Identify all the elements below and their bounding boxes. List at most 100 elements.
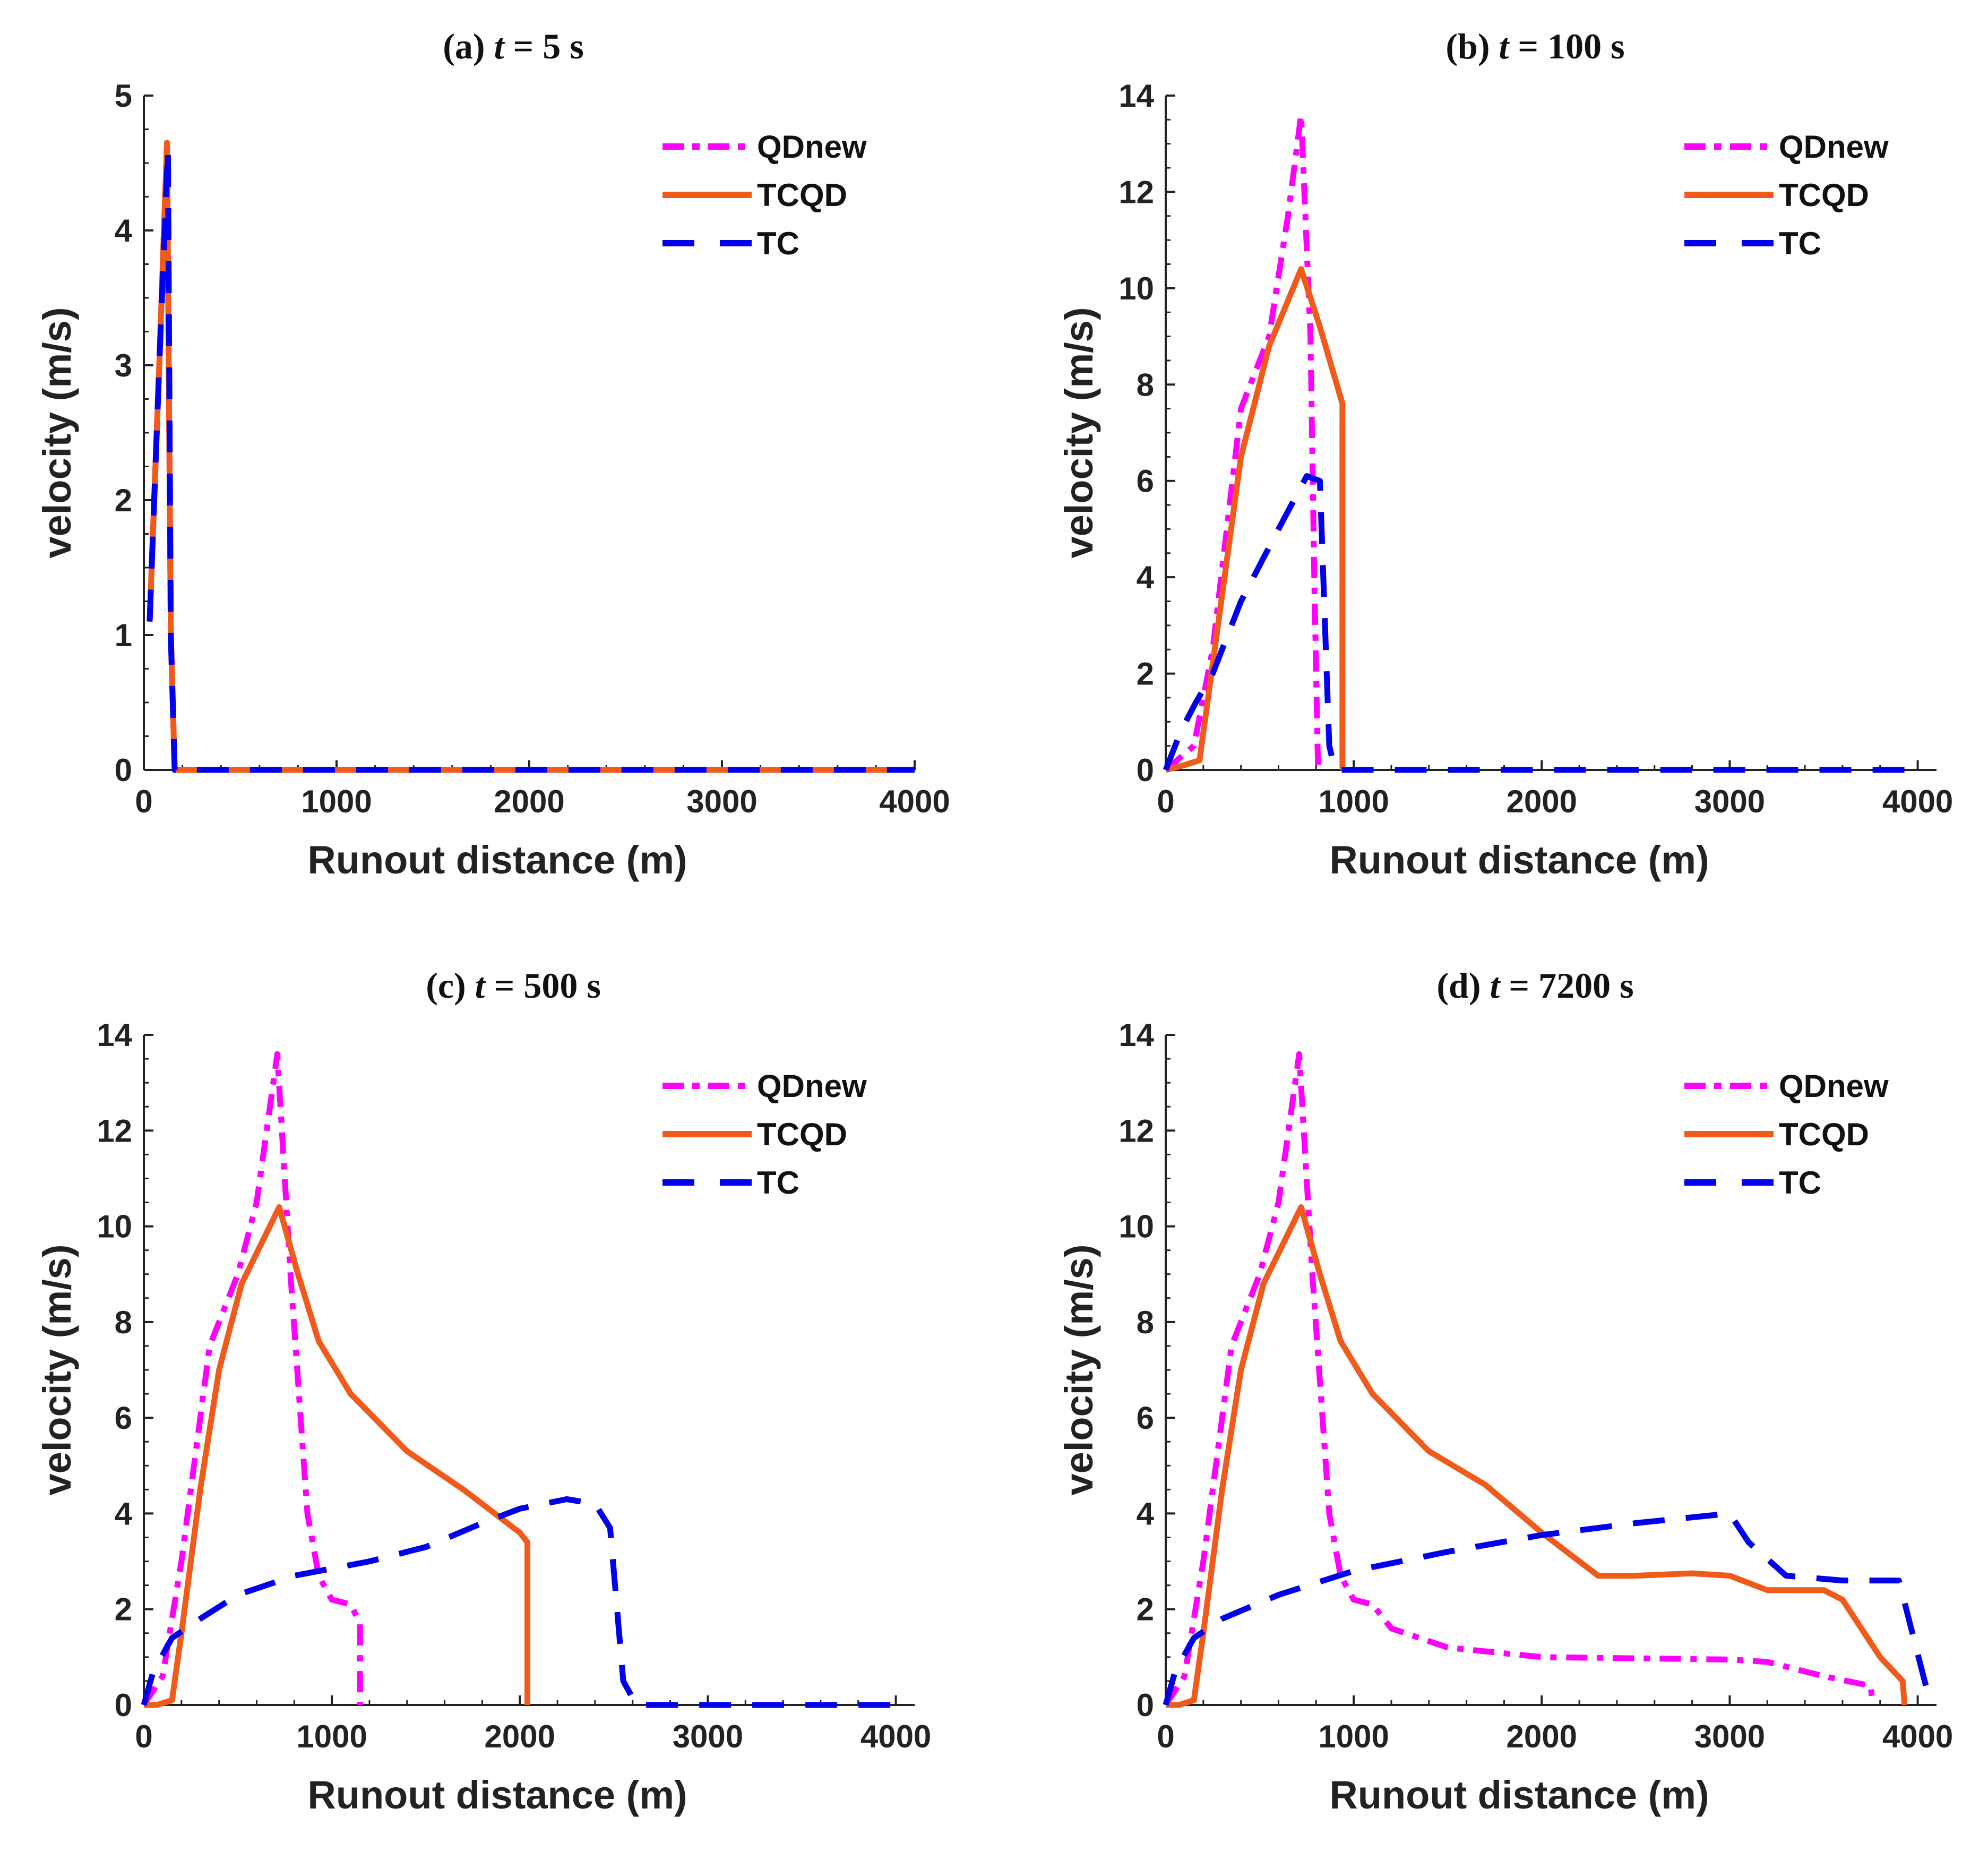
x-tick-label: 0: [1157, 784, 1174, 819]
x-tick-label: 1000: [296, 1719, 367, 1754]
title-prefix: (b): [1445, 26, 1499, 66]
legend-label: QDnew: [1779, 129, 1889, 165]
y-tick-label: 2: [1137, 656, 1154, 692]
y-tick-label: 10: [1118, 1209, 1154, 1245]
x-tick-label: 0: [1157, 1719, 1174, 1754]
legend-label: QDnew: [757, 129, 867, 165]
panel-a: 0 1000 2000 3000 4000 0 1 2 3 4 5 Runout distance (…: [35, 26, 950, 882]
x-tick-label: 4000: [860, 1719, 931, 1754]
series-line-qdnew: [147, 140, 915, 773]
y-tick-label: 14: [1118, 1017, 1154, 1053]
x-tick-label: 4000: [1882, 1719, 1953, 1754]
legend-label: TC: [757, 226, 799, 261]
y-tick-label: 4: [115, 213, 133, 248]
legend-label: TC: [1779, 1165, 1821, 1201]
y-axis-label: velocity (m/s): [1057, 1245, 1101, 1496]
y-axis-label: velocity (m/s): [35, 307, 79, 559]
x-tick-label: 2000: [485, 1719, 555, 1754]
y-tick-label: 2: [115, 483, 132, 518]
y-axis-label: velocity (m/s): [35, 1245, 79, 1496]
title-prefix: (c): [426, 965, 475, 1006]
y-tick-label: 12: [1118, 1113, 1154, 1148]
chart-title: (d) t = 7200 s: [1436, 965, 1633, 1006]
x-tick-label: 3000: [673, 1719, 743, 1754]
legend-label: TCQD: [1779, 177, 1869, 213]
series-line-tc: [1163, 1510, 1930, 1706]
series-line-qdnew: [1164, 112, 1321, 773]
x-axis-label: Runout distance (m): [307, 1773, 687, 1817]
y-tick-label: 8: [115, 1305, 132, 1340]
legend-label: QDnew: [757, 1068, 867, 1104]
y-tick-label: 4: [115, 1496, 133, 1531]
x-tick-label: 3000: [686, 784, 757, 819]
y-tick-label: 8: [1137, 367, 1154, 402]
chart-title: (a) t = 5 s: [443, 26, 583, 66]
y-tick-label: 10: [97, 1209, 132, 1245]
y-tick-label: 14: [1118, 78, 1154, 114]
title-variable: t: [1499, 26, 1510, 66]
x-tick-label: 3000: [1694, 1719, 1765, 1754]
title-variable: t: [475, 965, 486, 1006]
x-tick-label: 4000: [1882, 784, 1953, 819]
x-tick-label: 1000: [1318, 1719, 1389, 1754]
chart-title: (c) t = 500 s: [426, 965, 601, 1006]
y-tick-label: 0: [115, 752, 132, 788]
legend-label: TC: [757, 1165, 799, 1201]
legend-label: TCQD: [757, 1117, 847, 1152]
y-tick-label: 0: [1137, 752, 1154, 788]
x-tick-label: 0: [135, 1719, 152, 1754]
y-tick-label: 5: [115, 78, 132, 114]
y-axis-label: velocity (m/s): [1057, 307, 1101, 559]
series-line-tcqd: [144, 1204, 530, 1708]
title-prefix: (a): [443, 26, 494, 66]
x-tick-label: 2000: [494, 784, 564, 819]
x-tick-label: 1000: [1318, 784, 1389, 819]
y-tick-label: 6: [115, 1400, 132, 1436]
legend-label: TC: [1779, 226, 1821, 261]
series-line-qdnew: [141, 1051, 363, 1707]
y-tick-label: 4: [1137, 1496, 1155, 1531]
x-tick-label: 3000: [1694, 784, 1765, 819]
y-tick-label: 2: [1137, 1592, 1154, 1627]
legend-label: TCQD: [1779, 1117, 1869, 1152]
y-tick-label: 6: [1137, 1400, 1154, 1436]
y-tick-label: 0: [115, 1687, 132, 1723]
legend-label: QDnew: [1779, 1068, 1889, 1104]
y-tick-label: 2: [115, 1592, 132, 1627]
series-line-tc: [147, 147, 915, 773]
series-line-tcqd: [1166, 1204, 1908, 1708]
title-suffix: = 7200 s: [1500, 965, 1633, 1006]
x-axis-label: Runout distance (m): [307, 838, 687, 882]
y-tick-label: 14: [97, 1017, 132, 1053]
panel-c: 0 1000 2000 3000 4000 0 2 4 6 8 10 12 14 Runout dista…: [35, 965, 931, 1817]
x-axis-label: Runout distance (m): [1329, 1773, 1709, 1817]
title-suffix: = 500 s: [485, 965, 601, 1006]
y-tick-label: 3: [115, 348, 132, 383]
title-suffix: = 5 s: [504, 26, 583, 66]
title-prefix: (d): [1436, 965, 1490, 1006]
series-line-tcqd: [1165, 266, 1346, 773]
title-suffix: = 100 s: [1509, 26, 1624, 66]
panel-b: 0 1000 2000 3000 4000 0 2 4 6 8 10 12 14 Runout dista…: [1057, 26, 1953, 882]
x-tick-label: 4000: [879, 784, 950, 819]
chart-title: (b) t = 100 s: [1445, 26, 1624, 66]
x-tick-label: 0: [135, 784, 152, 819]
title-variable: t: [1490, 965, 1501, 1006]
legend-label: TCQD: [757, 177, 847, 213]
x-tick-label: 1000: [301, 784, 372, 819]
panel-d: 0 1000 2000 3000 4000 0 2 4 6 8 10 12 14 Runout dista…: [1057, 965, 1953, 1817]
series-line-tc: [141, 1496, 896, 1708]
y-tick-label: 10: [1118, 271, 1154, 306]
y-tick-label: 0: [1137, 1687, 1154, 1723]
series-line-tc: [1163, 473, 1918, 773]
title-variable: t: [494, 26, 505, 66]
x-tick-label: 2000: [1507, 1719, 1577, 1754]
x-tick-label: 2000: [1507, 784, 1577, 819]
y-tick-label: 12: [1118, 174, 1154, 210]
y-tick-label: 1: [115, 618, 132, 653]
y-tick-label: 12: [97, 1113, 132, 1148]
x-axis-label: Runout distance (m): [1329, 838, 1709, 882]
y-tick-label: 8: [1137, 1305, 1154, 1340]
